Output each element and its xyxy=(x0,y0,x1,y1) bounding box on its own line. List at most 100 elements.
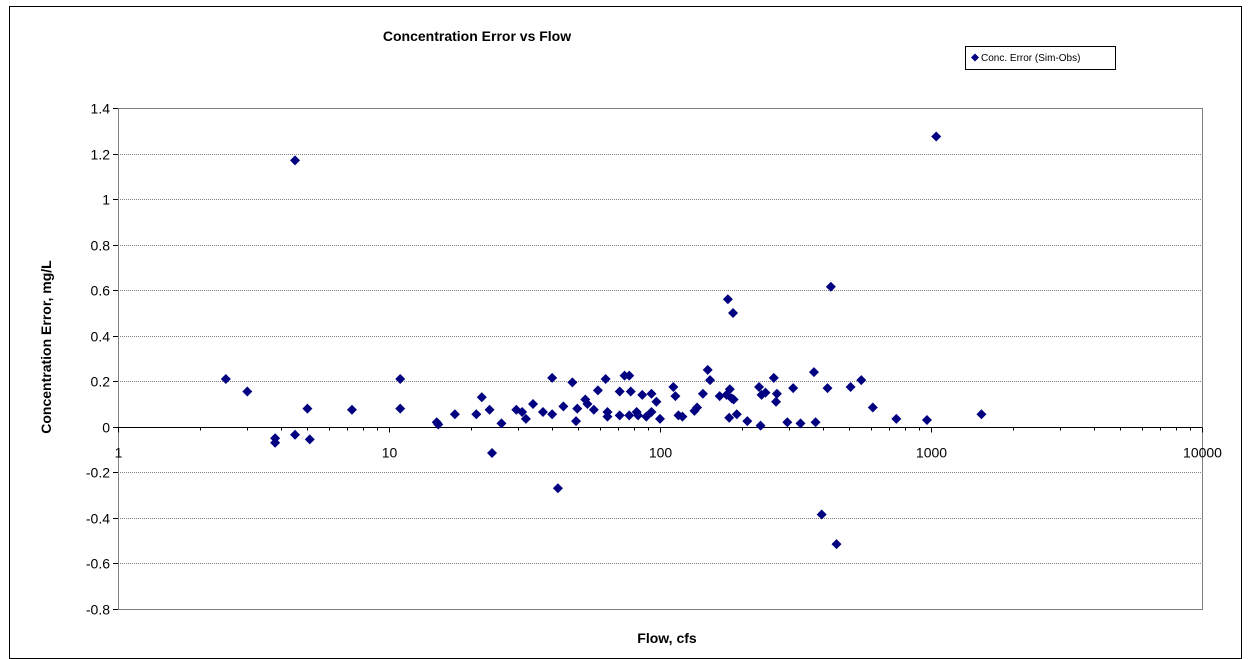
data-point xyxy=(771,388,782,399)
x-tick-label: 1000 xyxy=(916,445,947,461)
data-point xyxy=(547,372,558,383)
data-point xyxy=(572,403,583,414)
data-point xyxy=(760,387,771,398)
data-point xyxy=(476,392,487,403)
data-point xyxy=(220,373,231,384)
data-point xyxy=(484,404,495,415)
data-point xyxy=(755,420,766,431)
data-point xyxy=(588,404,599,415)
y-tick-label: -0.2 xyxy=(86,465,110,481)
data-point xyxy=(567,377,578,388)
data-point xyxy=(496,418,507,429)
data-point xyxy=(449,409,460,420)
data-point xyxy=(537,407,548,418)
data-point xyxy=(921,414,932,425)
data-point xyxy=(614,410,625,421)
data-point xyxy=(624,410,635,421)
data-point xyxy=(724,384,735,395)
data-point xyxy=(668,381,679,392)
data-point xyxy=(290,429,301,440)
data-point xyxy=(433,419,444,430)
data-point xyxy=(552,483,563,494)
data-point xyxy=(692,402,703,413)
data-point xyxy=(646,388,657,399)
y-tick-label: 0.8 xyxy=(91,238,111,254)
data-point xyxy=(825,281,836,292)
chart-area-border xyxy=(9,6,1242,659)
data-point xyxy=(976,409,987,420)
data-point xyxy=(731,409,742,420)
y-tick-label: 1.2 xyxy=(91,147,111,163)
data-point xyxy=(867,402,878,413)
y-tick-label: -0.8 xyxy=(86,602,110,618)
data-point xyxy=(670,391,681,402)
data-point xyxy=(302,403,313,414)
y-tick-label: 0.6 xyxy=(91,283,111,299)
data-point xyxy=(831,539,842,550)
x-tick-label: 1 xyxy=(115,445,123,461)
data-point xyxy=(891,413,902,424)
y-tick-label: -0.4 xyxy=(86,511,110,527)
data-points xyxy=(220,131,987,550)
data-point xyxy=(602,411,613,422)
data-point xyxy=(724,412,735,423)
data-point xyxy=(600,373,611,384)
data-point xyxy=(346,404,357,415)
data-point xyxy=(471,409,482,420)
data-point xyxy=(655,413,665,424)
data-point xyxy=(614,386,625,397)
data-point xyxy=(270,437,281,448)
data-point xyxy=(242,386,253,397)
data-point xyxy=(788,383,799,394)
data-point xyxy=(304,434,315,445)
data-point xyxy=(728,307,739,318)
data-point xyxy=(395,403,406,414)
data-point xyxy=(728,394,739,405)
legend-box xyxy=(965,46,1116,70)
data-point xyxy=(705,375,716,386)
data-point xyxy=(754,381,765,392)
legend-label: Conc. Error (Sim-Obs) xyxy=(981,53,1080,64)
y-tick-label: 0.2 xyxy=(91,374,111,390)
data-point xyxy=(782,417,793,428)
data-point xyxy=(845,381,856,392)
data-point xyxy=(624,370,635,381)
data-point xyxy=(520,413,531,424)
data-point xyxy=(528,399,539,410)
data-point xyxy=(931,131,942,142)
data-point xyxy=(582,399,593,410)
legend: Conc. Error (Sim-Obs) xyxy=(965,46,1116,70)
y-tick-label: 0.4 xyxy=(91,329,111,345)
data-point xyxy=(487,448,498,459)
data-point xyxy=(808,367,819,378)
data-point xyxy=(795,418,806,429)
data-point xyxy=(290,155,301,166)
data-point xyxy=(395,373,406,384)
x-tick-label: 100 xyxy=(649,445,673,461)
data-point xyxy=(742,416,753,427)
x-tick-label: 10000 xyxy=(1183,445,1222,461)
y-axis-title: Concentration Error, mg/L xyxy=(38,260,54,434)
data-point xyxy=(714,391,725,402)
data-point xyxy=(646,407,657,418)
data-point xyxy=(558,401,569,412)
data-point xyxy=(816,509,827,520)
data-point xyxy=(625,386,636,397)
y-tick-label: 0 xyxy=(102,420,110,436)
data-point xyxy=(517,407,528,418)
x-tick-labels: 1 10 100 1000 10000 xyxy=(115,445,1223,461)
data-point xyxy=(702,364,713,375)
data-point xyxy=(722,294,733,305)
data-point xyxy=(810,417,821,428)
data-point xyxy=(822,383,833,394)
data-point xyxy=(633,410,644,421)
data-point xyxy=(856,375,867,386)
y-tick-label: 1.4 xyxy=(91,101,111,117)
data-point xyxy=(771,396,782,407)
y-tick-labels: 1.4 1.2 1 0.8 0.6 0.4 0.2 0 -0.2 -0.4 -0.6 -0.8 xyxy=(86,101,110,618)
plot-area xyxy=(118,108,1203,610)
legend-diamond-icon xyxy=(971,53,979,62)
chart-title: Concentration Error vs Flow xyxy=(383,28,571,44)
x-axis-title: Flow, cfs xyxy=(637,630,697,646)
